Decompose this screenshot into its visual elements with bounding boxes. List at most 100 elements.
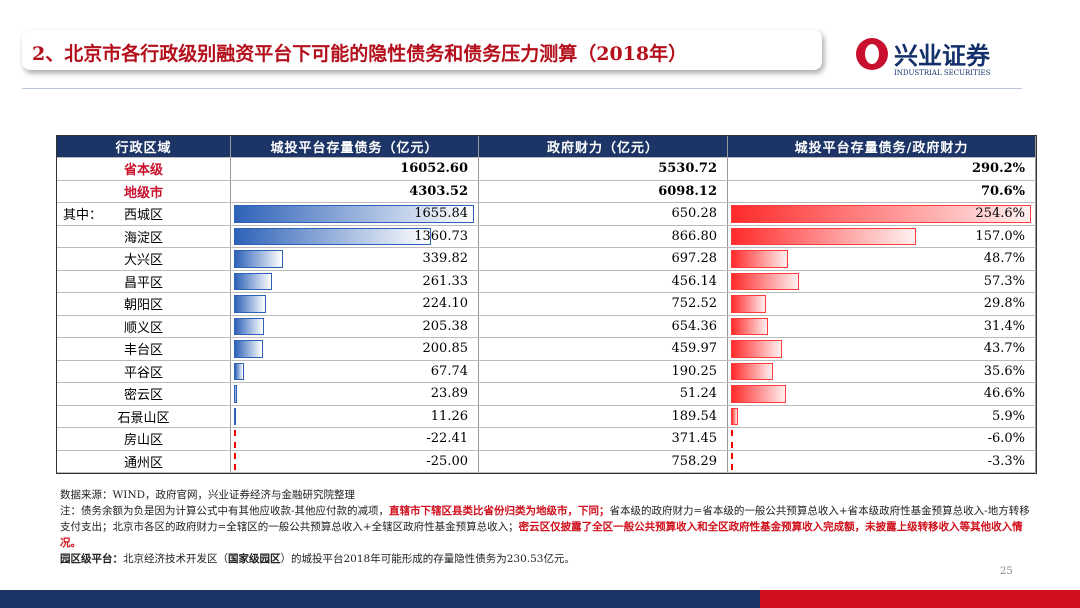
note-text: 注：债务余额为负是因为计算公式中有其他应收款-其他应付款的减项， bbox=[60, 505, 390, 517]
table-cell: 752.52 bbox=[479, 293, 728, 315]
table-cell: 顺义区 bbox=[57, 315, 231, 337]
cell-text: 43.7% bbox=[983, 341, 1025, 357]
table-row: 房山区 -22.41 371.45 -6.0% bbox=[57, 428, 1036, 451]
table-cell: 67.74 bbox=[231, 360, 479, 382]
cell-text: 大兴区 bbox=[123, 253, 163, 269]
table-row: 地级市 4303.52 6098.12 70.6% bbox=[57, 180, 1036, 203]
table-row: 大兴区 339.82 697.28 48.7% bbox=[57, 248, 1036, 271]
note-text: 密云区仅披露了全区一般公共预算收入和全区政府性基金预算收入完成额，未披露上级转移… bbox=[60, 521, 1023, 549]
table-cell: 200.85 bbox=[231, 338, 479, 360]
table-cell: -22.41 bbox=[231, 428, 479, 450]
logo-text: 兴业证券 bbox=[894, 41, 990, 70]
cell-text: -25.00 bbox=[426, 453, 468, 469]
table-cell: 1360.73 bbox=[231, 225, 479, 247]
data-bar bbox=[731, 205, 1031, 223]
cell-text: 650.28 bbox=[671, 206, 718, 222]
divider bbox=[22, 88, 1022, 89]
cell-text: 省本级 bbox=[123, 163, 163, 179]
table-cell: 48.7% bbox=[728, 248, 1036, 270]
cell-text: 157.0% bbox=[975, 228, 1025, 244]
cell-text: 57.3% bbox=[983, 273, 1025, 289]
table-row: 顺义区 205.38 654.36 31.4% bbox=[57, 315, 1036, 338]
table-cell: 海淀区 bbox=[57, 225, 231, 247]
table-cell: 697.28 bbox=[479, 248, 728, 270]
cell-text: 758.29 bbox=[671, 453, 718, 469]
header-cell: 政府财力（亿元） bbox=[479, 136, 728, 157]
cell-text: 昌平区 bbox=[123, 275, 163, 291]
cell-text: 29.8% bbox=[983, 296, 1025, 312]
note-text: 园区级平台： bbox=[60, 553, 123, 565]
table-cell: 16052.60 bbox=[231, 158, 479, 180]
logo-mark bbox=[856, 38, 888, 70]
data-bar bbox=[234, 227, 432, 245]
table-cell: 205.38 bbox=[231, 315, 479, 337]
table-cell: 通州区 bbox=[57, 450, 231, 472]
table-cell: 254.6% bbox=[728, 203, 1036, 225]
table-cell: 290.2% bbox=[728, 158, 1036, 180]
notes: 数据来源：WIND，政府官网，兴业证券经济与金融研究院整理注：债务余额为负是因为… bbox=[60, 487, 1035, 567]
cell-text: 224.10 bbox=[422, 296, 469, 312]
slide-title: 2、北京市各行政级别融资平台下可能的隐性债务和债务压力测算（2018年） bbox=[32, 43, 688, 65]
cell-text: 190.25 bbox=[671, 363, 718, 379]
data-bar bbox=[234, 317, 264, 335]
note-text: 直辖市下辖区县类比省份归类为地级市，下同； bbox=[389, 505, 610, 517]
data-table: 行政区域 城投平台存量债务（亿元） 政府财力（亿元） 城投平台存量债务/政府财力省本级… bbox=[56, 135, 1037, 474]
table-cell: 189.54 bbox=[479, 405, 728, 427]
cell-text: -22.41 bbox=[426, 431, 468, 447]
cell-text: 654.36 bbox=[671, 318, 718, 334]
data-bar bbox=[731, 340, 783, 358]
table-cell: 758.29 bbox=[479, 450, 728, 472]
data-bar bbox=[234, 205, 474, 223]
cell-text: 朝阳区 bbox=[123, 298, 163, 314]
cell-text: 51.24 bbox=[679, 386, 717, 402]
table-row: 其中： 西城区 1655.84 650.28 254.6% bbox=[57, 203, 1036, 226]
data-bar bbox=[234, 272, 272, 290]
cell-text: 261.33 bbox=[422, 273, 469, 289]
table-cell: 46.6% bbox=[728, 383, 1036, 405]
data-bar bbox=[731, 250, 789, 268]
cell-text: 67.74 bbox=[430, 363, 468, 379]
data-bar bbox=[731, 272, 799, 290]
cell-text: 海淀区 bbox=[123, 230, 163, 246]
table-cell: 5530.72 bbox=[479, 158, 728, 180]
note-text: 国家级园区 bbox=[228, 553, 281, 565]
table-cell: 51.24 bbox=[479, 383, 728, 405]
cell-text: 石景山区 bbox=[117, 410, 170, 426]
table-cell: 224.10 bbox=[231, 293, 479, 315]
table-cell: 650.28 bbox=[479, 203, 728, 225]
cell-text: 866.80 bbox=[671, 228, 718, 244]
cell-text: -3.3% bbox=[987, 453, 1025, 469]
note-text: 省本级的政府财力=省本级的一般公共预算总收入+省本级政府性基金预算总收入-地方转… bbox=[60, 505, 1030, 533]
table-cell: 43.7% bbox=[728, 338, 1036, 360]
cell-text: 23.89 bbox=[430, 386, 468, 402]
header-cell: 行政区域 bbox=[57, 136, 231, 157]
data-bar bbox=[731, 452, 733, 470]
cell-text: 房山区 bbox=[123, 433, 163, 449]
table-cell: 23.89 bbox=[231, 383, 479, 405]
table-cell: -25.00 bbox=[231, 450, 479, 472]
group-label: 其中： bbox=[63, 208, 103, 224]
data-bar bbox=[234, 385, 238, 403]
table-cell: 70.6% bbox=[728, 180, 1036, 202]
header-row: 行政区域 城投平台存量债务（亿元） 政府财力（亿元） 城投平台存量债务/政府财力 bbox=[57, 136, 1036, 158]
data-bar bbox=[234, 430, 236, 448]
table-cell: -6.0% bbox=[728, 428, 1036, 450]
data-bar bbox=[731, 227, 916, 245]
cell-text: 5530.72 bbox=[658, 161, 717, 177]
table-cell: 866.80 bbox=[479, 225, 728, 247]
cell-text: 290.2% bbox=[971, 161, 1025, 177]
table-cell: 丰台区 bbox=[57, 338, 231, 360]
table-cell: 456.14 bbox=[479, 270, 728, 292]
note-paragraph: 数据来源：WIND，政府官网，兴业证券经济与金融研究院整理 bbox=[60, 487, 1035, 503]
table-cell: 261.33 bbox=[231, 270, 479, 292]
cell-text: 200.85 bbox=[422, 341, 469, 357]
table-cell: 朝阳区 bbox=[57, 293, 231, 315]
table-cell: 房山区 bbox=[57, 428, 231, 450]
data-bar bbox=[234, 295, 267, 313]
cell-text: 密云区 bbox=[123, 388, 163, 404]
footer-bar bbox=[760, 590, 1080, 608]
table-cell: 654.36 bbox=[479, 315, 728, 337]
table-row: 昌平区 261.33 456.14 57.3% bbox=[57, 270, 1036, 293]
table-row: 石景山区 11.26 189.54 5.9% bbox=[57, 405, 1036, 428]
table-cell: 大兴区 bbox=[57, 248, 231, 270]
